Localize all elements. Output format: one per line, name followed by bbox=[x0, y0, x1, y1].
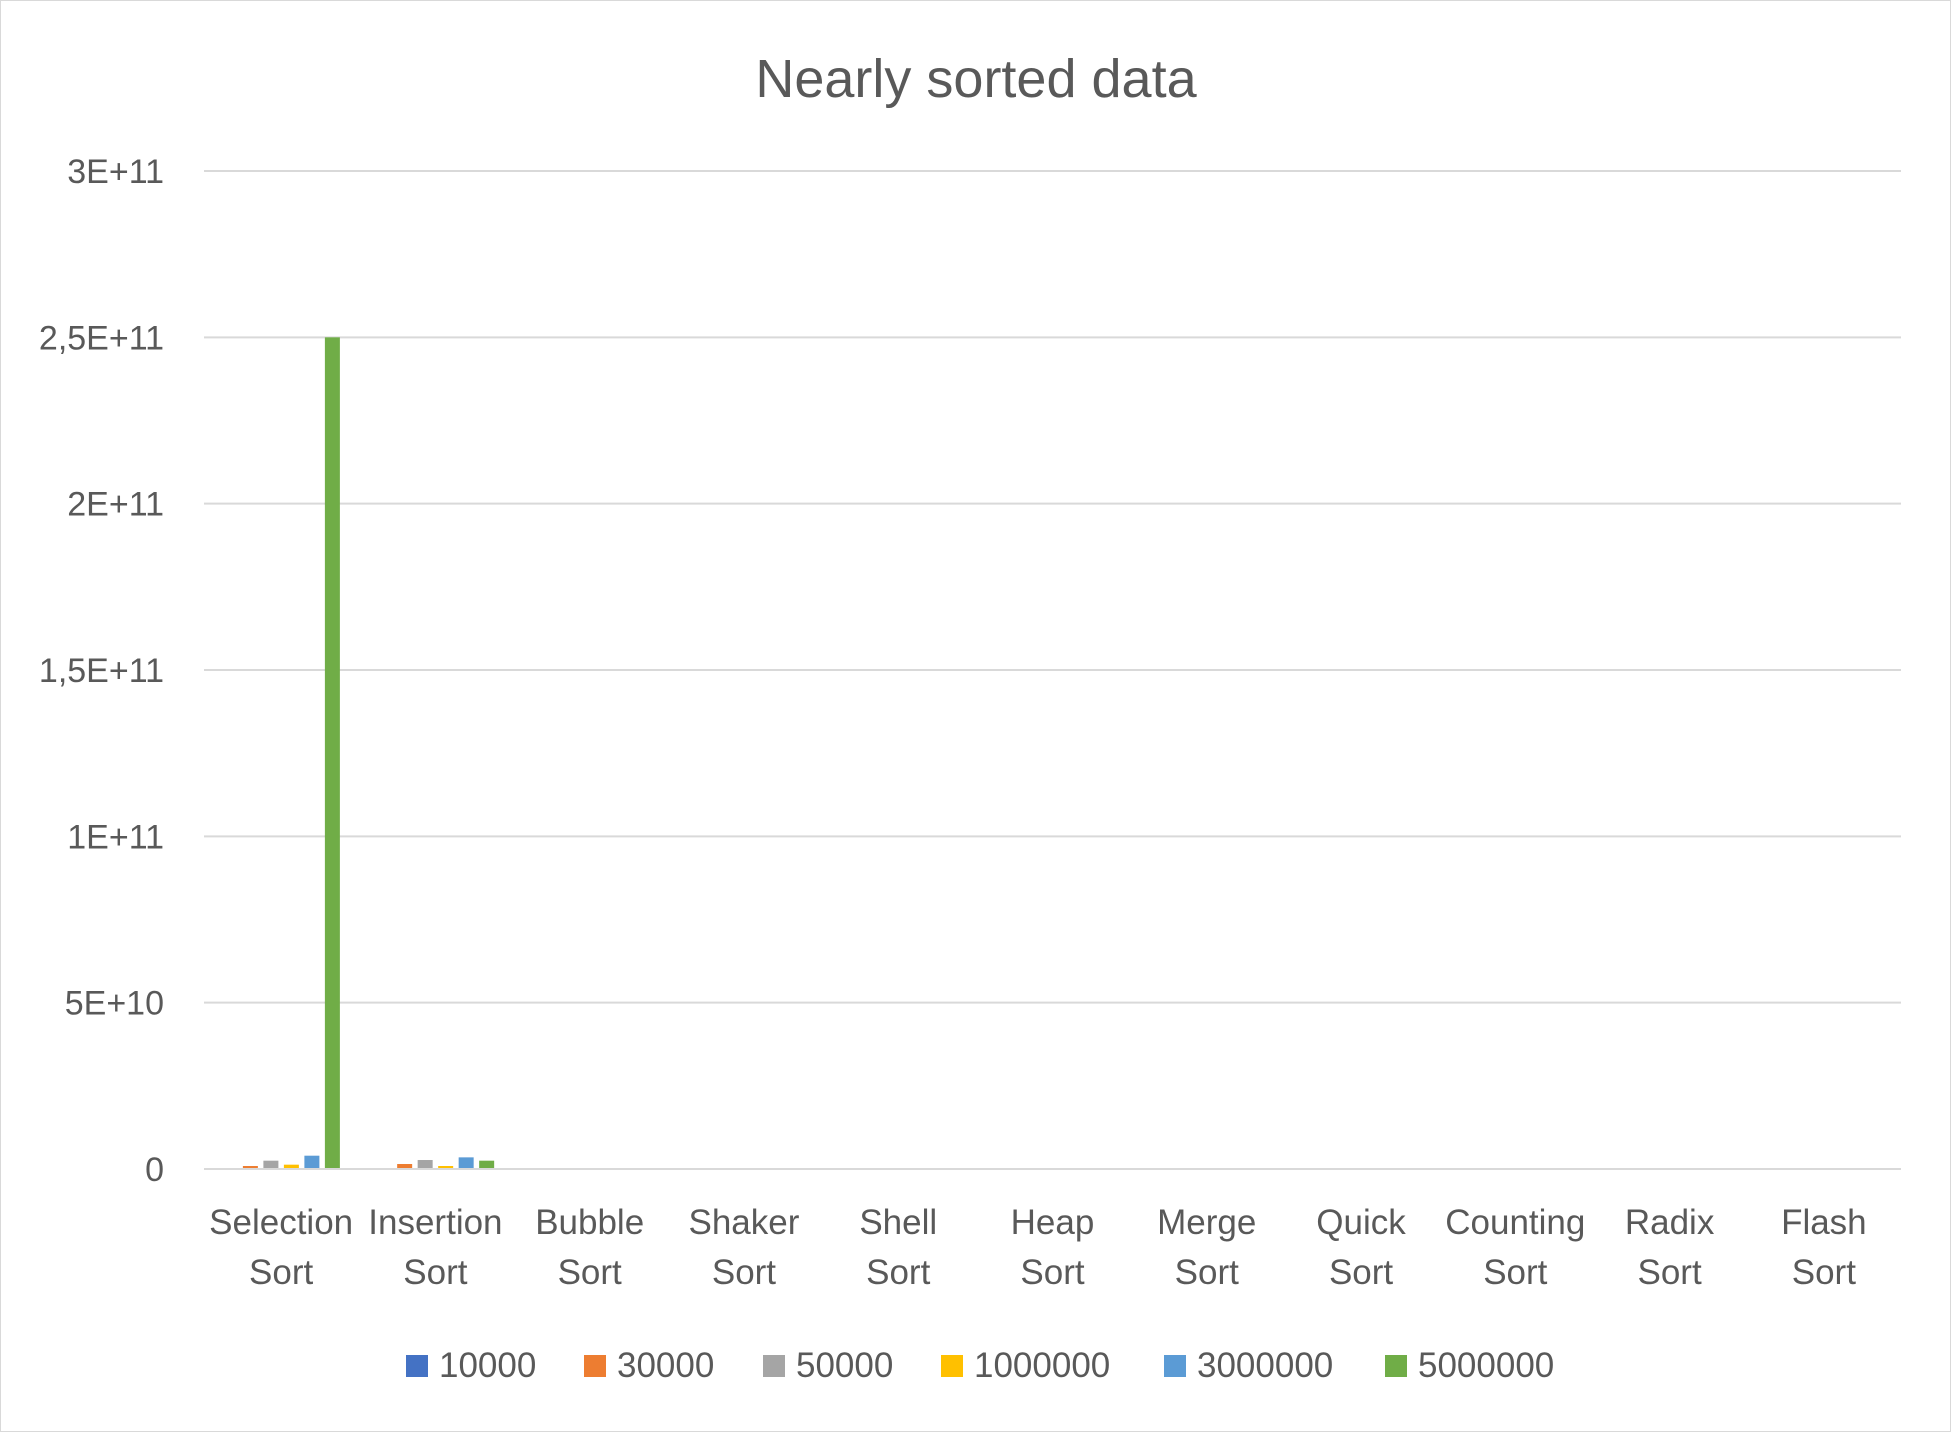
bar bbox=[263, 1161, 278, 1169]
x-category-label: Sort bbox=[1483, 1253, 1547, 1292]
x-category-label: Quick bbox=[1316, 1203, 1406, 1242]
x-category-label: Sort bbox=[558, 1253, 622, 1292]
x-category-label: Insertion bbox=[368, 1203, 502, 1242]
x-category-label: Sort bbox=[1329, 1253, 1393, 1292]
x-category-label: Selection bbox=[209, 1203, 353, 1242]
bar bbox=[479, 1161, 494, 1169]
x-category-label: Sort bbox=[866, 1253, 930, 1292]
bar bbox=[304, 1156, 319, 1169]
legend-label: 50000 bbox=[796, 1346, 893, 1385]
y-tick-label: 2E+11 bbox=[67, 486, 164, 524]
x-category-label: Counting bbox=[1445, 1203, 1585, 1242]
x-category-label: Bubble bbox=[535, 1203, 644, 1242]
legend-swatch bbox=[763, 1355, 785, 1377]
legend-swatch bbox=[406, 1355, 428, 1377]
x-category-label: Sort bbox=[1792, 1253, 1856, 1292]
y-tick-label: 2,5E+11 bbox=[39, 319, 164, 357]
x-category-label: Sort bbox=[249, 1253, 313, 1292]
x-category-label: Sort bbox=[1175, 1253, 1239, 1292]
bar bbox=[325, 337, 340, 1169]
y-tick-label: 3E+11 bbox=[67, 153, 164, 191]
legend-label: 30000 bbox=[617, 1346, 714, 1385]
x-category-label: Heap bbox=[1011, 1203, 1095, 1242]
x-category-label: Merge bbox=[1157, 1203, 1256, 1242]
y-tick-label: 5E+10 bbox=[65, 985, 164, 1023]
gridlines bbox=[204, 171, 1901, 1003]
x-category-label: Sort bbox=[403, 1253, 467, 1292]
y-tick-label: 1E+11 bbox=[67, 818, 164, 856]
x-axis-categories: Selection Sort Insertion Sort Bubble Sort Shak… bbox=[209, 1203, 1867, 1292]
y-axis-ticks: 0 5E+10 1E+11 1,5E+11 2E+11 2,5E+11 3E+11 bbox=[39, 153, 164, 1189]
x-category-label: Sort bbox=[1020, 1253, 1084, 1292]
legend-swatch bbox=[1164, 1355, 1186, 1377]
bars bbox=[222, 337, 494, 1169]
legend-label: 3000000 bbox=[1197, 1346, 1333, 1385]
y-tick-label: 0 bbox=[145, 1151, 164, 1189]
x-category-label: Shell bbox=[859, 1203, 937, 1242]
bar bbox=[459, 1157, 474, 1169]
legend-label: 1000000 bbox=[974, 1346, 1110, 1385]
x-category-label: Sort bbox=[712, 1253, 776, 1292]
x-category-label: Shaker bbox=[689, 1203, 800, 1242]
legend-swatch bbox=[1385, 1355, 1407, 1377]
legend-swatch bbox=[584, 1355, 606, 1377]
x-category-label: Radix bbox=[1625, 1203, 1715, 1242]
bar bbox=[418, 1160, 433, 1169]
chart-title: Nearly sorted data bbox=[755, 49, 1197, 109]
legend-label: 5000000 bbox=[1418, 1346, 1554, 1385]
legend: 10000 30000 50000 1000000 3000000 5000000 bbox=[406, 1346, 1554, 1385]
x-category-label: Flash bbox=[1781, 1203, 1867, 1242]
legend-swatch bbox=[941, 1355, 963, 1377]
y-tick-label: 1,5E+11 bbox=[39, 652, 164, 690]
x-category-label: Sort bbox=[1637, 1253, 1701, 1292]
legend-label: 10000 bbox=[439, 1346, 536, 1385]
